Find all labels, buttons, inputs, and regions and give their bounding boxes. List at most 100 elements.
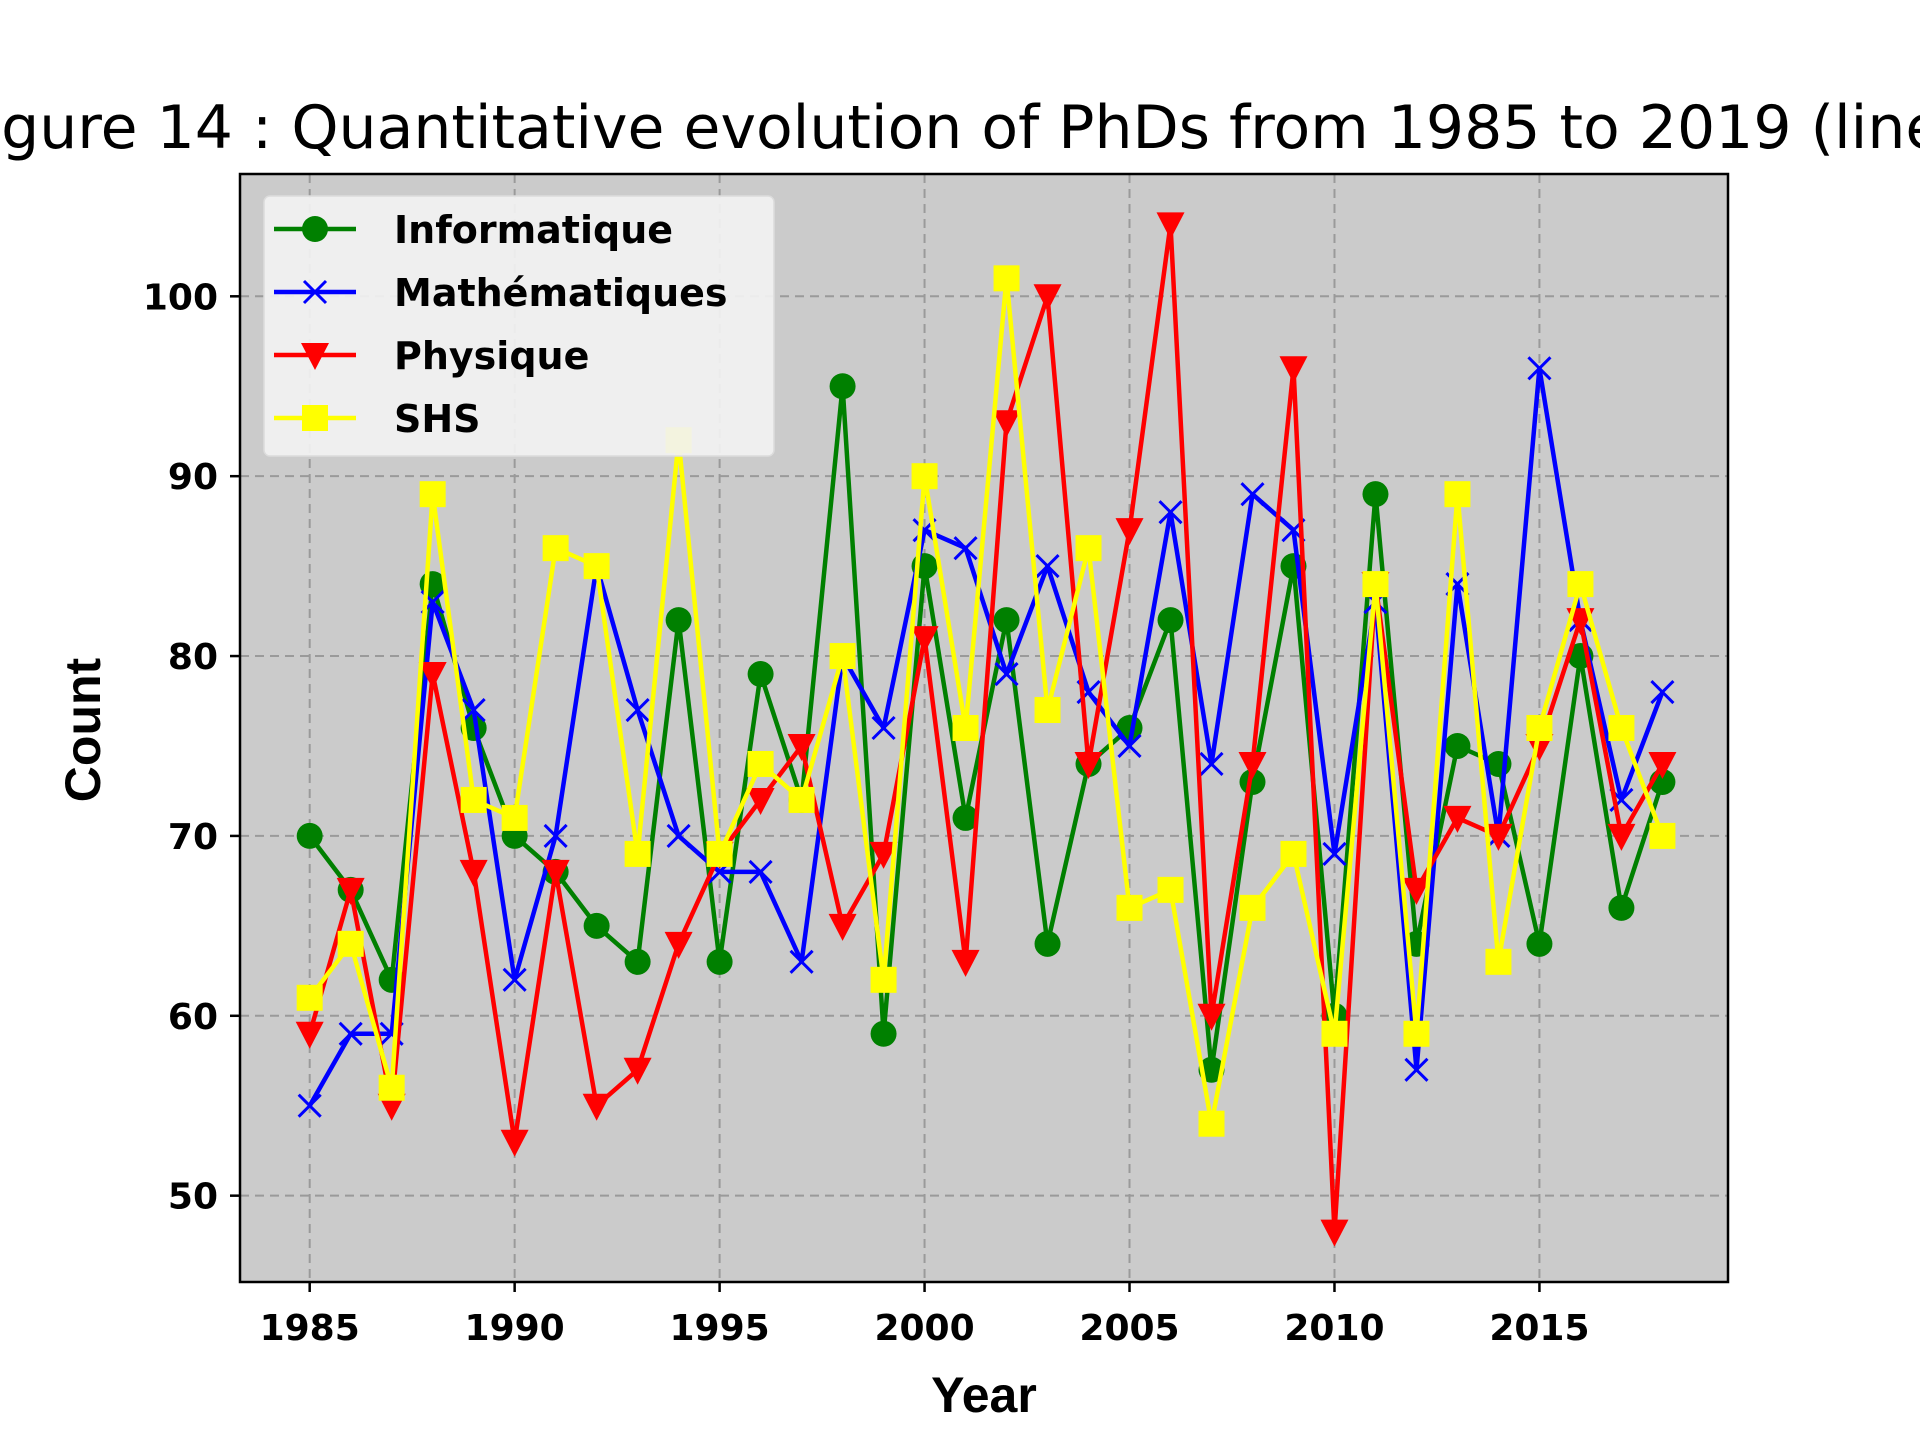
data-point	[1321, 1020, 1348, 1047]
data-point	[1444, 481, 1471, 508]
data-point	[297, 1093, 322, 1118]
data-point	[952, 804, 979, 831]
data-point	[829, 373, 856, 400]
data-point	[500, 1129, 529, 1157]
legend-box	[263, 195, 775, 457]
data-point	[1443, 805, 1472, 833]
legend-label: SHS	[394, 397, 481, 441]
data-point	[1117, 733, 1142, 759]
data-point	[1404, 1057, 1429, 1082]
data-point	[460, 786, 487, 813]
x-tick-label: 2000	[874, 1308, 974, 1349]
data-point	[583, 912, 610, 939]
data-point	[1240, 482, 1265, 507]
series-line	[307, 366, 1665, 1107]
data-point	[1402, 877, 1431, 905]
data-point	[1567, 571, 1594, 598]
data-point	[870, 966, 897, 993]
data-point	[1649, 822, 1676, 849]
data-point	[1197, 1003, 1226, 1031]
data-point	[951, 949, 980, 977]
data-point	[665, 607, 692, 634]
data-point	[1608, 715, 1635, 741]
y-tick-label: 70	[168, 817, 218, 858]
data-point	[295, 1021, 324, 1049]
data-point	[296, 822, 323, 849]
data-point	[1034, 930, 1061, 957]
data-point	[787, 733, 816, 761]
data-point	[1320, 1219, 1349, 1247]
data-point	[1035, 554, 1060, 579]
x-tick-label: 2010	[1284, 1308, 1384, 1349]
data-point	[871, 715, 896, 741]
y-tick-label: 50	[168, 1177, 218, 1218]
data-point	[1607, 823, 1636, 851]
data-point	[870, 1020, 897, 1047]
data-point	[666, 823, 691, 848]
data-point	[296, 984, 323, 1011]
data-point	[992, 410, 1021, 438]
data-point	[1157, 607, 1184, 634]
data-point	[541, 859, 570, 887]
data-point	[706, 948, 733, 975]
series-line	[307, 222, 1665, 1234]
data-point	[543, 823, 568, 848]
y-tick-label: 60	[168, 997, 218, 1038]
data-point	[542, 535, 569, 562]
series-layer	[295, 212, 1677, 1247]
data-point	[1650, 679, 1675, 705]
data-point	[1238, 751, 1267, 779]
data-point	[747, 750, 774, 777]
data-point	[337, 930, 364, 957]
x-tick-label: 1990	[465, 1308, 565, 1349]
data-point	[911, 463, 938, 490]
data-point	[1648, 751, 1677, 779]
data-point	[1074, 751, 1103, 779]
data-point	[1527, 356, 1552, 381]
data-point	[624, 948, 651, 975]
plot-frame	[238, 172, 1730, 1284]
data-point	[1156, 212, 1185, 240]
legend-item-mathematiques: Mathématiques	[274, 271, 728, 315]
data-point	[993, 265, 1020, 292]
y-tick-label: 90	[168, 457, 218, 498]
data-point	[1484, 823, 1513, 851]
data-point	[1362, 571, 1389, 598]
data-point	[623, 1057, 652, 1085]
data-point	[1403, 1020, 1430, 1047]
data-point	[583, 553, 610, 580]
x-axis-label: Year	[931, 1367, 1037, 1423]
chart-title: Figure 14 : Quantitative evolution of Ph…	[0, 93, 1920, 163]
data-point	[953, 536, 978, 561]
data-point	[418, 662, 447, 690]
data-point	[952, 715, 979, 741]
legend-label: Physique	[394, 334, 589, 378]
data-point	[1526, 715, 1553, 741]
legend: Informatique Mathématiques Physique SHS	[263, 195, 775, 457]
y-tick-label: 100	[143, 277, 218, 318]
data-point	[624, 840, 651, 867]
data-point	[1279, 356, 1308, 384]
data-point	[910, 626, 939, 654]
data-point	[378, 1074, 405, 1101]
data-point	[829, 643, 856, 670]
series-line	[307, 276, 1665, 1126]
legend-label: Informatique	[394, 208, 673, 252]
data-point	[748, 859, 773, 884]
legend-item-informatique: Informatique	[274, 208, 673, 252]
data-point	[869, 841, 898, 869]
data-point	[1239, 768, 1266, 795]
data-point	[1526, 930, 1553, 957]
y-axis-label: Count	[55, 657, 111, 802]
data-point	[461, 697, 486, 723]
data-point	[459, 859, 488, 887]
x-tick-label: 2015	[1489, 1308, 1589, 1349]
data-point	[1362, 481, 1389, 508]
data-point	[1157, 876, 1184, 903]
data-point	[1608, 894, 1635, 921]
data-point	[664, 931, 693, 959]
data-point	[1444, 732, 1471, 759]
data-point	[1116, 894, 1143, 921]
legend-marker	[301, 343, 329, 370]
ticks: 1985 1990 1995 2000 2005 2010 2015 50 60 70 80 90 10…	[143, 277, 1590, 1349]
